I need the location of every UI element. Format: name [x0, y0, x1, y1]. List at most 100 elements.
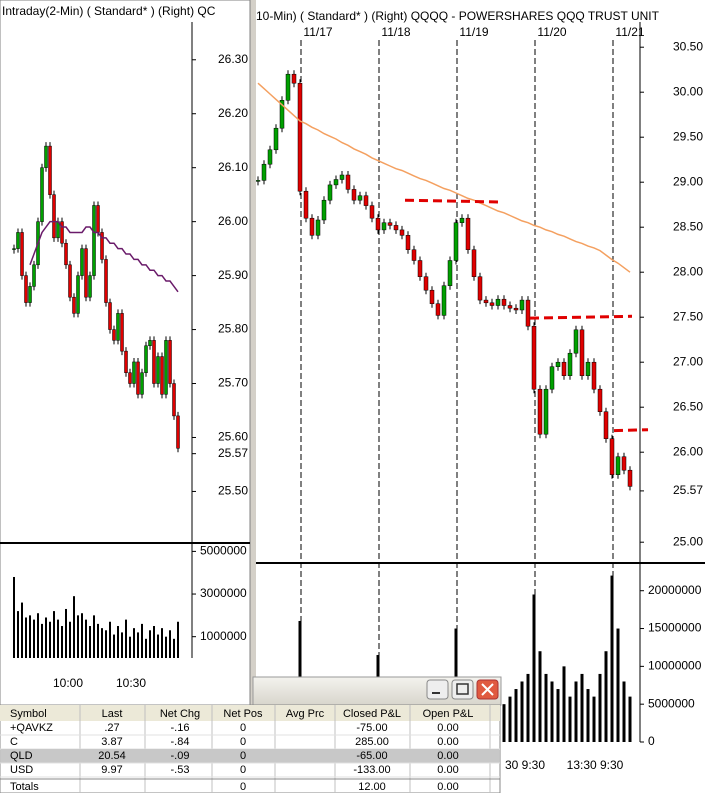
volume-bar: [141, 623, 143, 658]
volume-bar: [153, 626, 155, 658]
volume-bar: [514, 689, 518, 742]
y-tick-label: 28.50: [673, 219, 703, 233]
candle-body: [60, 221, 64, 244]
volume-bar: [117, 626, 119, 658]
candle-body: [68, 264, 72, 298]
close-icon: [481, 683, 494, 696]
left-chart: Intraday(2-Min) ( Standard* ) (Right) QC…: [0, 4, 250, 690]
table-header: [0, 705, 500, 721]
y-tick-label: 26.50: [673, 399, 703, 413]
candle-body: [615, 456, 621, 475]
volume-bar: [622, 681, 626, 742]
volume-bar: [598, 673, 602, 742]
table-cell: 0.00: [437, 764, 458, 776]
volume-bar: [13, 576, 15, 658]
volume-bar: [93, 615, 95, 658]
column-header: Net Pos: [223, 708, 263, 720]
date-label: 11/17: [303, 25, 332, 39]
table-cell: -.09: [171, 750, 190, 762]
table-cell: 0.00: [437, 750, 458, 762]
column-header: Net Chg: [160, 708, 200, 720]
candle-body: [279, 100, 285, 129]
candle-body: [429, 289, 435, 304]
volume-bar: [562, 666, 566, 742]
chart-title: Intraday(2-Min) ( Standard* ) (Right) QC: [2, 4, 216, 18]
candle-body: [321, 199, 327, 221]
candle-body: [525, 299, 531, 327]
volume-bar: [586, 689, 590, 742]
candle-body: [471, 249, 477, 277]
x-label: 30 9:30: [505, 758, 545, 772]
candle-body: [609, 438, 615, 475]
candle-body: [519, 299, 525, 311]
volume-bar: [616, 628, 620, 742]
volume-bar: [580, 673, 584, 742]
candle-body: [393, 225, 399, 231]
table-cell: 9.97: [101, 764, 122, 776]
volume-bar: [508, 696, 512, 742]
x-label: 13:30 9:30: [567, 758, 624, 772]
volume-bar: [121, 632, 123, 658]
moving-average: [29, 220, 179, 293]
minimize-button[interactable]: [426, 679, 449, 700]
volume-bar: [604, 651, 608, 742]
column-header: Last: [102, 708, 123, 720]
volume-bar: [169, 630, 171, 658]
column-header: Symbol: [10, 708, 47, 720]
candle-body: [417, 260, 423, 277]
volume-bar: [157, 634, 159, 658]
candle-body: [176, 415, 180, 449]
volume-bar: [73, 596, 75, 658]
candle-body: [136, 361, 140, 395]
y-tick-label: 29.00: [673, 174, 703, 188]
volume-bar: [173, 638, 175, 658]
candle-body: [549, 366, 555, 390]
table-cell: -.84: [171, 736, 190, 748]
candle-body: [64, 242, 68, 266]
y-tick-label: 29.50: [673, 129, 703, 143]
candle-body: [256, 180, 261, 182]
candle-body: [453, 222, 459, 261]
y-tick-label: 30.00: [673, 84, 703, 98]
y-tick-label: 3000000: [200, 586, 247, 600]
table-cell: 0: [240, 764, 246, 776]
candle-body: [399, 229, 405, 236]
candle-body: [52, 194, 56, 239]
candle-body: [72, 296, 76, 314]
maximize-button[interactable]: [451, 679, 474, 700]
table-cell: 0: [240, 736, 246, 748]
candle-body: [531, 325, 537, 390]
volume-bar: [33, 619, 35, 658]
volume-bar: [69, 621, 71, 658]
candle-body: [24, 275, 28, 303]
volume-bar: [81, 613, 83, 658]
level-line: [529, 314, 633, 320]
candle-body: [84, 248, 88, 298]
candle-body: [381, 222, 387, 231]
volume-bar: [37, 613, 39, 658]
right-panel: [256, 0, 705, 793]
y-tick-label: 26.10: [218, 160, 248, 174]
candle-body: [351, 189, 357, 201]
candle-body: [80, 248, 84, 276]
volume-bar: [49, 621, 51, 658]
candle-body: [375, 217, 381, 231]
y-tick-label: 20000000: [648, 583, 702, 597]
volume-bar: [89, 626, 91, 658]
volume-bar: [550, 681, 554, 742]
candle-body: [447, 260, 453, 286]
candle-body: [489, 302, 495, 306]
date-label: 11/20: [537, 25, 566, 39]
candle-body: [168, 340, 172, 384]
y-tick-label: 26.20: [218, 106, 248, 120]
chart-title: 10-Min) ( Standard* ) (Right) QQQQ - POW…: [256, 9, 660, 23]
candle-body: [96, 205, 100, 233]
level-line: [613, 428, 649, 433]
totals-label: Totals: [10, 781, 39, 793]
date-label: 11/18: [381, 25, 410, 39]
candle-body: [76, 275, 80, 314]
candle-body: [591, 361, 597, 390]
column-header: Closed P&L: [343, 708, 401, 720]
candle-body: [477, 276, 483, 301]
volume-bar: [77, 615, 79, 658]
